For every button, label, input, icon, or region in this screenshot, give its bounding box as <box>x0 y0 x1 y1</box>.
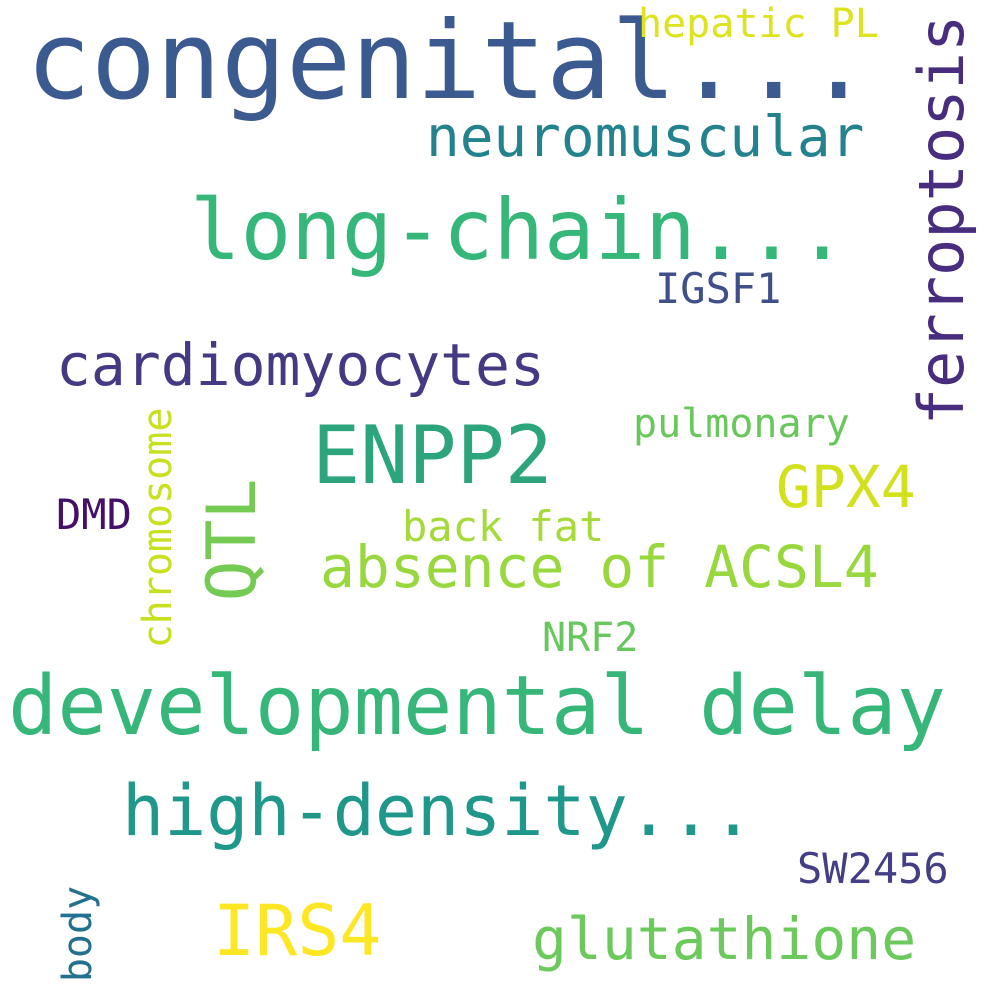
word-body: body <box>55 885 101 983</box>
word-pulmonary: pulmonary <box>633 401 850 447</box>
word-long-chain: long-chain... <box>190 181 848 279</box>
word-irs4: IRS4 <box>213 890 382 972</box>
word-chromosome: chromosome <box>135 407 181 649</box>
word-cardiomyocytes: cardiomyocytes <box>56 331 545 399</box>
word-hepatic-pl: hepatic PL <box>638 1 879 47</box>
word-dmd: DMD <box>56 490 132 539</box>
word-igsf1: IGSF1 <box>655 264 782 313</box>
word-glutathione: glutathione <box>532 905 917 973</box>
word-ferroptosis: ferroptosis <box>905 14 978 426</box>
word-congenital: congenital... <box>26 0 872 124</box>
word-qtl: QTL <box>193 478 272 602</box>
word-gpx4: GPX4 <box>776 453 916 521</box>
word-sw2456: SW2456 <box>797 844 949 893</box>
word-nrf2: NRF2 <box>542 615 639 661</box>
word-high-density: high-density... <box>122 770 755 852</box>
word-enpp2: ENPP2 <box>312 409 553 502</box>
word-developmental-delay: developmental delay <box>8 659 946 754</box>
word-back-fat: back fat <box>402 502 605 551</box>
word-neuromuscular: neuromuscular <box>426 105 865 170</box>
word-absence-of-acsl4: absence of ACSL4 <box>320 533 879 601</box>
